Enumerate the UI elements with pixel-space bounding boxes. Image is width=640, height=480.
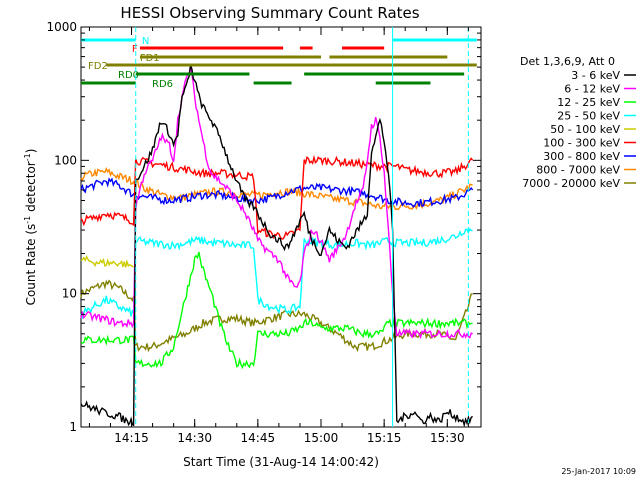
series-line-3-6-kev: [80, 64, 474, 428]
legend-entry-label: 800 - 7000 keV: [536, 164, 620, 177]
y-axis-label-sup1: -1: [23, 216, 32, 224]
y-axis-label-part1: Count Rate (s: [24, 224, 38, 306]
legend-entry-label: 100 - 300 keV: [543, 137, 620, 150]
series-line-100-300-kev: [80, 154, 474, 240]
y-tick-label: 100: [54, 153, 77, 167]
flag-label-n: N: [142, 36, 149, 47]
y-tick-label: 1000: [46, 20, 77, 34]
x-tick-label: 14:15: [114, 431, 149, 445]
flag-label-rd0: RD0: [118, 70, 139, 81]
series-line-50-100-kev: [80, 255, 134, 268]
y-tick-label: 10: [62, 287, 77, 301]
y-tick-label: 1: [69, 420, 77, 434]
x-tick-label: 14:30: [177, 431, 212, 445]
x-axis-label: Start Time (31-Aug-14 14:00:42): [183, 455, 379, 469]
legend-entry-label: 25 - 50 keV: [557, 110, 620, 123]
legend-entry-label: 7000 - 20000 keV: [522, 177, 620, 190]
flag-label-rd6: RD6: [152, 79, 173, 90]
x-tick-label: 15:30: [430, 431, 465, 445]
axis-layer: 14:15 14:30 14:45 15:00 15:15 15:30 1 10 100 1000: [46, 20, 481, 445]
y-axis-label-part3: ): [24, 149, 38, 154]
x-tick-label: 14:45: [241, 431, 276, 445]
legend-entry-label: 12 - 25 keV: [557, 96, 620, 109]
render-timestamp: 25-Jan-2017 10:09: [561, 467, 636, 476]
legend-entry-label: 50 - 100 keV: [550, 123, 620, 136]
series-layer: [80, 64, 474, 428]
flag-label-f: F: [132, 44, 138, 55]
x-tick-label: 15:00: [304, 431, 339, 445]
legend-entry-label: 6 - 12 keV: [564, 83, 620, 96]
legend-entry-label: 300 - 800 keV: [543, 150, 620, 163]
series-line-800-7000-kev: [80, 167, 473, 211]
chart-title: HESSI Observing Summary Count Rates: [120, 4, 419, 22]
plot-frame: [80, 26, 482, 428]
flag-label-fd2: FD2: [88, 61, 108, 72]
y-axis-label: Count Rate (s-1 detector-1): [23, 149, 38, 306]
flag-label-fd1: FD1: [140, 53, 160, 64]
series-line-25-50-kev: [80, 227, 473, 320]
series-line-12-25-kev: [80, 251, 473, 370]
y-axis-label-part2: detector: [24, 161, 38, 216]
series-line-6-12-kev: [80, 66, 473, 340]
y-axis-label-sup2: -1: [23, 153, 32, 161]
series-line-7000-20000-kev: [80, 279, 473, 353]
legend-entry-label: 3 - 6 keV: [571, 69, 620, 82]
legend-header: Det 1,3,6,9, Att 0: [520, 55, 615, 68]
x-tick-label: 15:15: [367, 431, 402, 445]
series-line-300-800-kev: [80, 177, 474, 208]
